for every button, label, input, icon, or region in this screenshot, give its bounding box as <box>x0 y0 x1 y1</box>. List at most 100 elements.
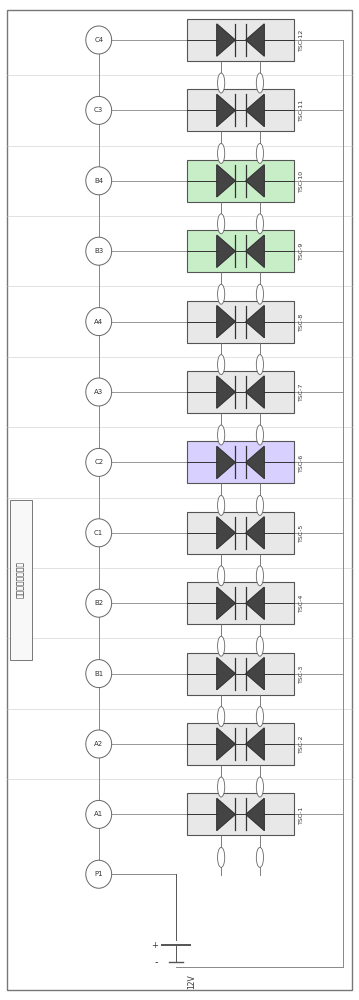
Ellipse shape <box>86 378 112 406</box>
Polygon shape <box>217 798 235 830</box>
Bar <box>187 582 294 624</box>
Bar <box>187 19 294 61</box>
Polygon shape <box>246 306 264 338</box>
Polygon shape <box>217 235 235 267</box>
Circle shape <box>218 847 225 867</box>
Bar <box>187 723 294 765</box>
Circle shape <box>218 566 225 586</box>
Text: A4: A4 <box>94 319 103 325</box>
Text: +: + <box>151 940 158 950</box>
Ellipse shape <box>86 237 112 265</box>
Circle shape <box>218 284 225 304</box>
Polygon shape <box>246 658 264 690</box>
Circle shape <box>218 777 225 797</box>
Text: TSC-7: TSC-7 <box>299 383 304 401</box>
Polygon shape <box>246 235 264 267</box>
Text: TSC-3: TSC-3 <box>299 664 304 683</box>
Polygon shape <box>217 658 235 690</box>
Text: B3: B3 <box>94 248 103 254</box>
Bar <box>187 301 294 343</box>
Circle shape <box>256 566 264 586</box>
Polygon shape <box>246 587 264 619</box>
Ellipse shape <box>86 308 112 336</box>
Ellipse shape <box>86 519 112 547</box>
Ellipse shape <box>86 800 112 828</box>
Polygon shape <box>217 728 235 760</box>
Circle shape <box>256 636 264 656</box>
Ellipse shape <box>86 860 112 888</box>
Polygon shape <box>246 798 264 830</box>
Polygon shape <box>217 376 235 408</box>
Ellipse shape <box>86 96 112 124</box>
Text: TSC-11: TSC-11 <box>299 99 304 121</box>
Text: TSC-6: TSC-6 <box>299 453 304 472</box>
Polygon shape <box>246 517 264 549</box>
Bar <box>187 653 294 695</box>
Polygon shape <box>217 165 235 197</box>
Text: 12V: 12V <box>187 974 197 989</box>
Bar <box>187 441 294 483</box>
Text: C2: C2 <box>94 459 103 465</box>
Bar <box>187 160 294 202</box>
Text: P1: P1 <box>94 871 103 877</box>
Polygon shape <box>217 446 235 478</box>
Ellipse shape <box>86 730 112 758</box>
Circle shape <box>256 847 264 867</box>
Bar <box>187 89 294 131</box>
Polygon shape <box>217 24 235 56</box>
Ellipse shape <box>86 26 112 54</box>
Circle shape <box>256 777 264 797</box>
Text: -: - <box>154 957 158 967</box>
Text: B4: B4 <box>94 178 103 184</box>
Text: C1: C1 <box>94 530 103 536</box>
Ellipse shape <box>86 589 112 617</box>
Polygon shape <box>217 94 235 126</box>
Text: TSC-9: TSC-9 <box>299 242 304 260</box>
Text: A1: A1 <box>94 811 103 817</box>
Circle shape <box>256 284 264 304</box>
Polygon shape <box>217 587 235 619</box>
Circle shape <box>256 214 264 234</box>
Polygon shape <box>246 728 264 760</box>
Text: A3: A3 <box>94 389 103 395</box>
Text: TSC-4: TSC-4 <box>299 594 304 612</box>
Text: 三相不平衡控制器: 三相不平衡控制器 <box>16 562 25 598</box>
Bar <box>10 500 32 660</box>
Bar <box>187 512 294 554</box>
Polygon shape <box>246 446 264 478</box>
Text: TSC-5: TSC-5 <box>299 524 304 542</box>
Polygon shape <box>246 165 264 197</box>
Text: B2: B2 <box>94 600 103 606</box>
Bar <box>187 371 294 413</box>
Polygon shape <box>246 94 264 126</box>
Circle shape <box>218 73 225 93</box>
Circle shape <box>218 636 225 656</box>
Circle shape <box>256 425 264 445</box>
Circle shape <box>218 707 225 727</box>
Polygon shape <box>217 517 235 549</box>
Circle shape <box>256 355 264 375</box>
Polygon shape <box>246 376 264 408</box>
Text: TSC-12: TSC-12 <box>299 29 304 51</box>
Circle shape <box>218 355 225 375</box>
Circle shape <box>218 143 225 163</box>
Bar <box>187 230 294 272</box>
Circle shape <box>218 425 225 445</box>
Circle shape <box>256 73 264 93</box>
Ellipse shape <box>86 167 112 195</box>
Ellipse shape <box>86 660 112 688</box>
Text: C4: C4 <box>94 37 103 43</box>
Text: TSC-10: TSC-10 <box>299 170 304 192</box>
Circle shape <box>218 495 225 515</box>
Circle shape <box>256 143 264 163</box>
Circle shape <box>256 707 264 727</box>
Text: TSC-1: TSC-1 <box>299 805 304 824</box>
Text: A2: A2 <box>94 741 103 747</box>
Text: TSC-8: TSC-8 <box>299 312 304 331</box>
Text: TSC-2: TSC-2 <box>299 735 304 753</box>
Circle shape <box>218 214 225 234</box>
Text: B1: B1 <box>94 671 103 677</box>
Bar <box>187 793 294 835</box>
Text: C3: C3 <box>94 107 103 113</box>
Ellipse shape <box>86 448 112 476</box>
